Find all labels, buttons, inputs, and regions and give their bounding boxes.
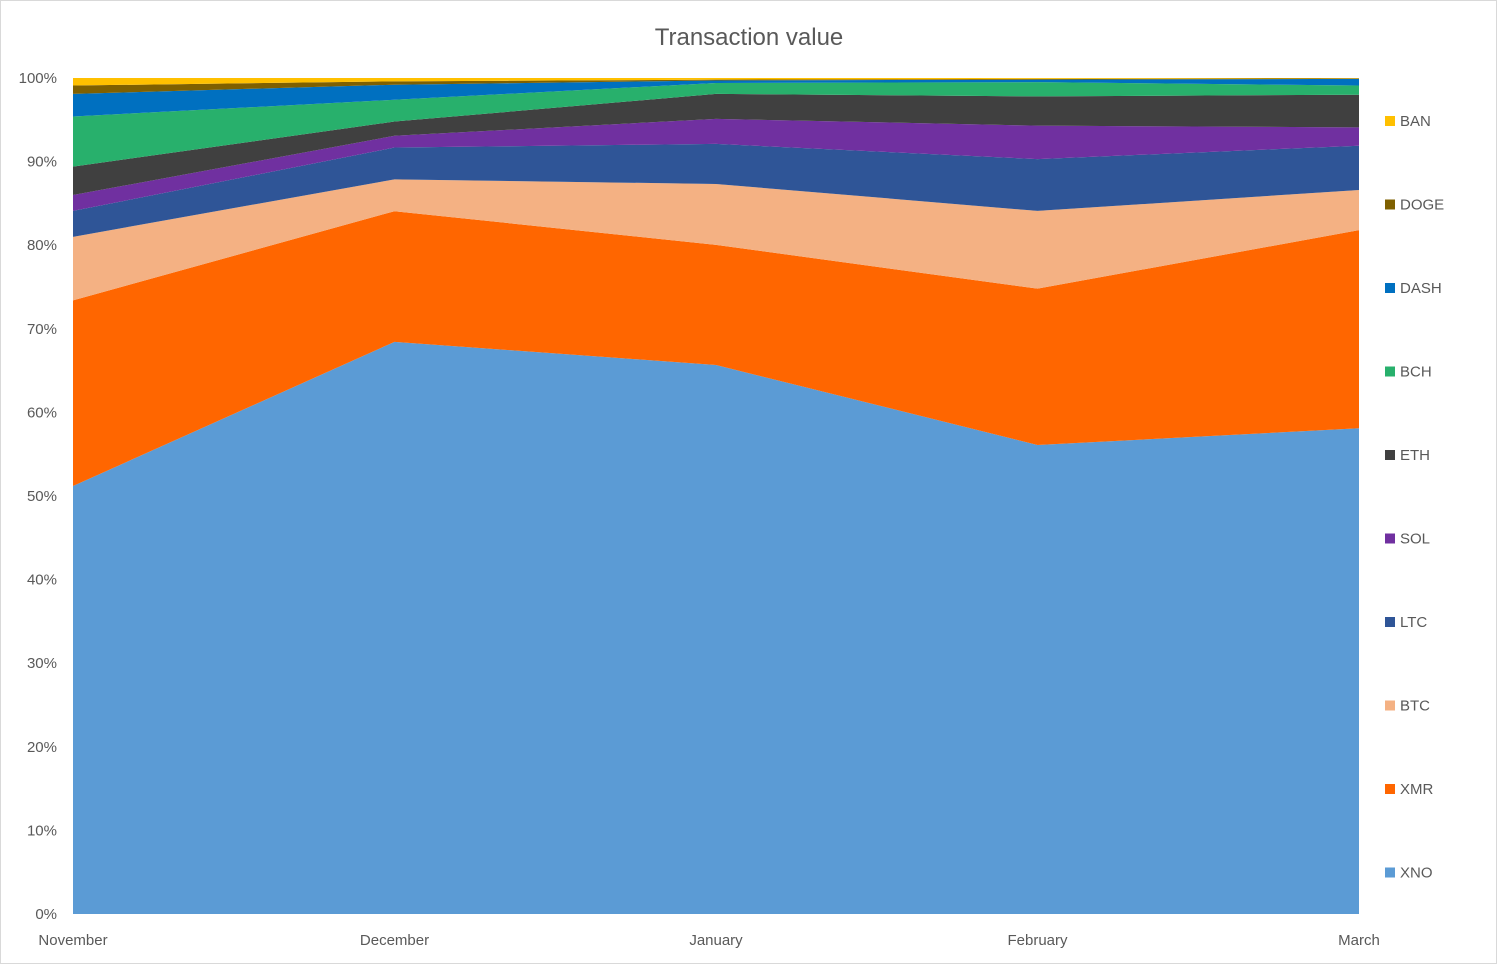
x-tick-label: December <box>360 932 429 949</box>
legend-swatch <box>1385 116 1395 126</box>
legend-swatch <box>1385 366 1395 377</box>
legend-swatch <box>1385 784 1395 794</box>
legend-swatch <box>1385 617 1395 627</box>
y-tick-label: 20% <box>27 739 57 756</box>
legend-label: BCH <box>1400 364 1432 381</box>
area-sol <box>73 118 1359 211</box>
y-tick-label: 30% <box>27 655 57 672</box>
area-doge <box>73 78 1359 94</box>
y-tick-label: 50% <box>27 488 57 505</box>
legend-label: DASH <box>1400 280 1442 297</box>
y-tick-label: 10% <box>27 822 57 839</box>
area-xno <box>73 341 1359 914</box>
area-ban <box>73 78 1359 86</box>
y-tick-label: 70% <box>27 321 57 338</box>
legend-item-ltc: LTC <box>1385 614 1427 631</box>
x-tick-label: January <box>689 932 743 949</box>
legend-item-dash: DASH <box>1385 280 1442 297</box>
area-dash <box>73 78 1359 117</box>
x-tick-label: February <box>1007 932 1068 949</box>
legend-label: DOGE <box>1400 197 1444 214</box>
legend-swatch <box>1385 283 1395 293</box>
legend-label: BAN <box>1400 113 1431 130</box>
area-xmr <box>73 211 1359 486</box>
legend-swatch <box>1385 199 1395 210</box>
y-tick-label: 80% <box>27 237 57 254</box>
area-btc <box>73 179 1359 301</box>
area-eth <box>73 93 1359 196</box>
legend-swatch <box>1385 450 1395 460</box>
legend-item-sol: SOL <box>1385 531 1430 548</box>
legend-label: ETH <box>1400 447 1430 464</box>
legend-item-btc: BTC <box>1385 698 1430 715</box>
legend-item-xno: XNO <box>1385 865 1433 882</box>
y-tick-label: 60% <box>27 404 57 421</box>
y-tick-label: 100% <box>19 70 57 87</box>
legend-label: BTC <box>1400 698 1430 715</box>
legend-item-bch: BCH <box>1385 364 1432 381</box>
legend-item-doge: DOGE <box>1385 197 1444 214</box>
legend-swatch <box>1385 700 1395 711</box>
y-tick-label: 90% <box>27 154 57 171</box>
legend-item-ban: BAN <box>1385 113 1431 130</box>
legend-label: SOL <box>1400 531 1430 548</box>
area-ltc <box>73 143 1359 237</box>
x-tick-label: March <box>1338 932 1380 949</box>
legend-item-xmr: XMR <box>1385 781 1434 798</box>
legend-label: XMR <box>1400 781 1434 798</box>
area-bch <box>73 82 1359 167</box>
x-tick-label: November <box>38 932 107 949</box>
y-tick-label: 0% <box>35 906 57 923</box>
legend-item-eth: ETH <box>1385 447 1430 464</box>
legend-label: XNO <box>1400 865 1433 882</box>
y-tick-label: 40% <box>27 572 57 589</box>
chart-title: Transaction value <box>655 24 844 51</box>
legend-label: LTC <box>1400 614 1427 631</box>
legend-swatch <box>1385 867 1395 878</box>
legend-swatch <box>1385 533 1395 544</box>
